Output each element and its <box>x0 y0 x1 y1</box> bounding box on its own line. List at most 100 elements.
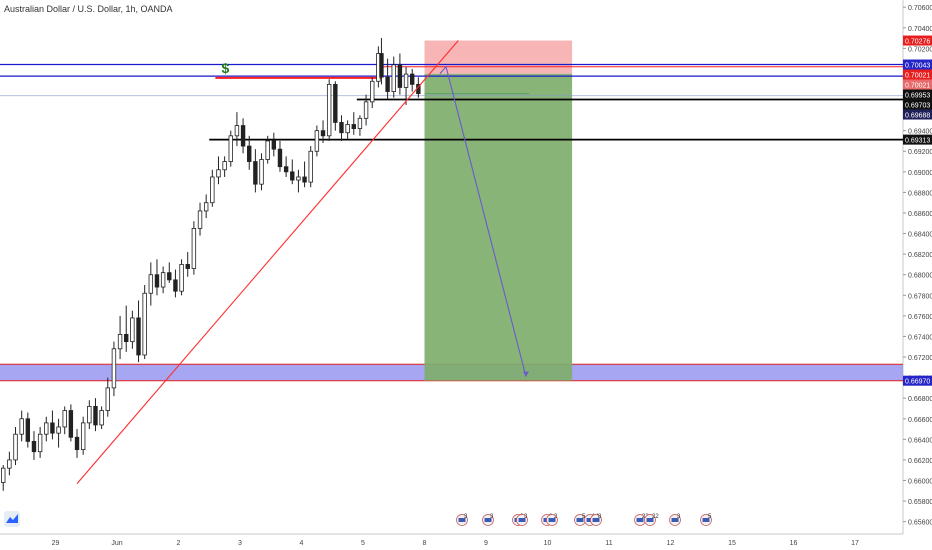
event-marker: 3 <box>669 514 681 526</box>
candle-body <box>409 73 415 85</box>
price-tag-bg <box>903 69 932 80</box>
flag-icon-stripe <box>671 518 679 522</box>
y-tick-label: 0.69000 <box>908 170 932 177</box>
candle-body <box>234 125 240 137</box>
candle-body <box>44 422 49 435</box>
y-tick-label: 0.68000 <box>908 273 932 280</box>
candle-body <box>351 124 356 130</box>
candle-body <box>191 228 197 269</box>
x-tick-label: 29 <box>52 540 60 547</box>
x-tick-label: 16 <box>790 540 798 547</box>
y-tick-label: 0.66000 <box>908 478 932 485</box>
y-tick-label: 0.70200 <box>908 46 932 53</box>
candle-body <box>197 210 203 229</box>
candle-body <box>173 279 178 292</box>
candle-body <box>167 272 172 281</box>
candle-body <box>216 169 221 178</box>
candle-body <box>363 101 369 119</box>
dollar-sign-annotation: $ <box>222 60 230 76</box>
y-tick-label: 0.68800 <box>908 190 932 197</box>
event-count-label: 3 <box>677 514 681 520</box>
event-marker: 22 <box>644 514 659 526</box>
candle-body <box>247 145 252 162</box>
y-tick-label: 0.70400 <box>908 26 932 33</box>
candle-body <box>7 459 12 469</box>
take-profit-zone <box>424 73 573 381</box>
candle-body <box>277 148 283 168</box>
price-tag-label: 0.70043 <box>905 63 930 70</box>
x-tick-label: Jun <box>111 540 122 547</box>
flag-icon-stripe <box>548 518 556 522</box>
candle-body <box>320 130 326 137</box>
event-marker: 8 <box>590 514 602 526</box>
event-count-label: 5 <box>582 514 586 520</box>
x-tick-label: 4 <box>300 540 304 547</box>
rising-trendline <box>76 40 459 484</box>
event-count-label: 3 <box>524 514 528 520</box>
candle-body <box>391 64 396 92</box>
candle-body <box>302 176 307 183</box>
x-tick-label: 3 <box>238 540 242 547</box>
candle-body <box>314 130 320 152</box>
y-tick-label: 0.67400 <box>908 334 932 341</box>
flag-icon-stripe <box>636 518 644 522</box>
flag-icon-stripe <box>592 518 600 522</box>
candle-body <box>136 317 141 356</box>
event-marker: 5 <box>574 514 586 526</box>
event-marker: 5 <box>700 514 712 526</box>
candle-body <box>185 264 190 269</box>
y-tick-label: 0.67600 <box>908 314 932 321</box>
price-tag-bg <box>903 134 932 145</box>
event-marker: 3 <box>456 514 468 526</box>
candle-body <box>296 176 301 181</box>
y-tick-label: 0.67800 <box>908 293 932 300</box>
event-count-label: 2 <box>554 514 558 520</box>
candle-body <box>130 317 135 342</box>
price-tag-bg <box>903 89 932 100</box>
event-marker: 3 <box>516 514 528 526</box>
candle-body <box>326 83 332 137</box>
candle-body <box>93 406 98 426</box>
price-tag-label: 0.70021 <box>905 83 930 90</box>
y-tick-label: 0.65600 <box>908 520 932 527</box>
y-tick-label: 0.66600 <box>908 417 932 424</box>
candle-body <box>385 76 390 92</box>
candle-body <box>50 422 55 434</box>
y-tick-label: 0.65800 <box>908 499 932 506</box>
x-tick-label: 12 <box>667 540 675 547</box>
event-marker: 2 <box>546 514 558 526</box>
candle-body <box>259 159 264 185</box>
y-tick-label: 0.68400 <box>908 232 932 239</box>
flag-icon-stripe <box>518 518 526 522</box>
candle-body <box>99 410 104 426</box>
x-tick-label: 9 <box>484 540 488 547</box>
price-tag: 0.69313 <box>903 134 932 145</box>
event-marker: 3 <box>482 514 494 526</box>
price-tag-label: 0.70021 <box>905 73 930 80</box>
price-tag-label: 0.66970 <box>905 379 930 386</box>
price-tag-bg <box>903 79 932 90</box>
price-tag: 0.70276 <box>903 35 932 46</box>
candle-body <box>265 140 270 160</box>
y-tick-label: 0.68200 <box>908 252 932 259</box>
candle-body <box>308 150 313 183</box>
candle-body <box>13 433 18 461</box>
candle-body <box>37 433 43 453</box>
price-tag-bg <box>903 109 932 120</box>
y-tick-label: 0.68600 <box>908 211 932 218</box>
candle-body <box>160 272 166 288</box>
flag-icon-stripe <box>702 518 710 522</box>
event-count-label: 3 <box>464 514 468 520</box>
projection-arrow-path <box>439 65 527 377</box>
price-tag: 0.69688 <box>903 109 932 120</box>
event-count-label: 3 <box>490 514 494 520</box>
price-tag-label: 0.69703 <box>905 103 930 110</box>
candle-body <box>253 161 258 185</box>
y-tick-label: 0.70600 <box>908 5 932 12</box>
x-tick-label: 2 <box>177 540 181 547</box>
price-tag-bg <box>903 59 932 70</box>
candle-body <box>19 418 24 435</box>
price-tag-bg <box>903 99 932 110</box>
